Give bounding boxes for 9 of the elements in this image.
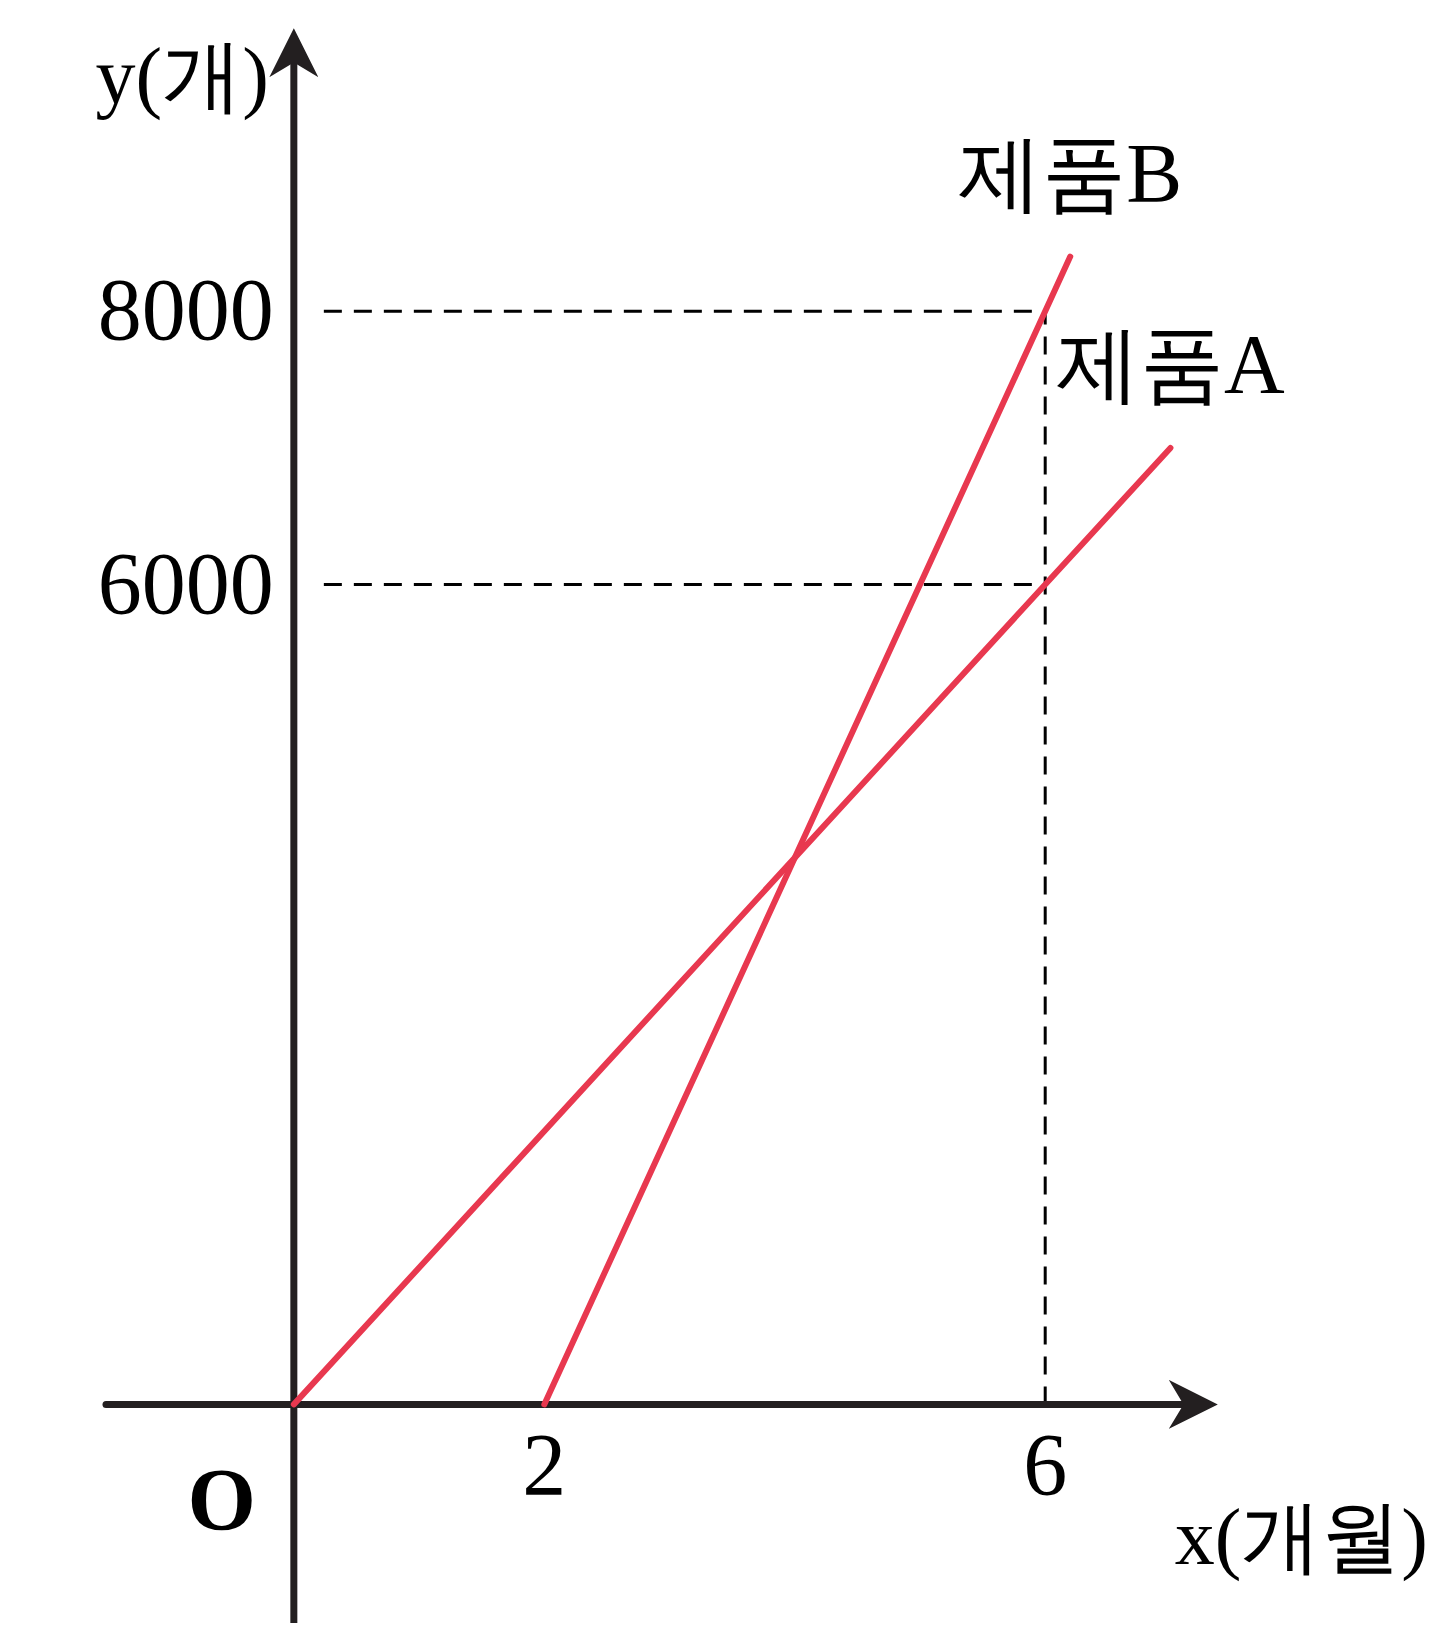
y-tick-label: 6000 bbox=[97, 534, 274, 632]
x-tick-label: 6 bbox=[1023, 1416, 1068, 1514]
y-axis-title: y(개) bbox=[95, 32, 269, 121]
y-tick-label: 8000 bbox=[97, 261, 274, 359]
series-label: 제품A bbox=[1056, 317, 1286, 411]
series-label: 제품B bbox=[958, 126, 1183, 220]
annotation: O bbox=[187, 1451, 257, 1549]
x-tick-label: 2 bbox=[522, 1416, 567, 1514]
x-axis-title: x(개월) bbox=[1174, 1493, 1428, 1583]
